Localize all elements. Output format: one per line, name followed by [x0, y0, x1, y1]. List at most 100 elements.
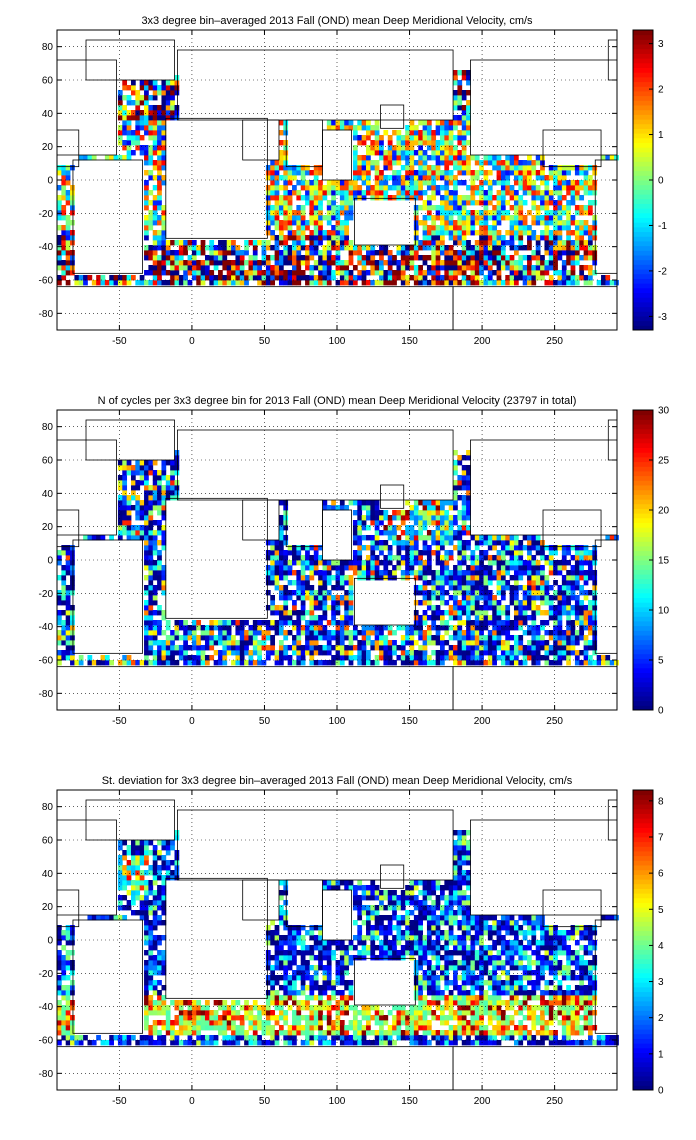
heatmap-cell	[561, 280, 567, 286]
heatmap-cell	[574, 565, 580, 571]
heatmap-cell	[174, 635, 180, 641]
heatmap-cell	[535, 240, 541, 246]
heatmap-cell	[352, 555, 358, 561]
heatmap-cell	[387, 630, 393, 636]
heatmap-cell	[65, 930, 71, 936]
chart-title: 3x3 degree bin–averaged 2013 Fall (OND) …	[141, 15, 533, 27]
heatmap-cell	[352, 630, 358, 636]
heatmap-cell	[300, 630, 306, 636]
heatmap-cell	[574, 245, 580, 251]
heatmap-cell	[579, 545, 585, 551]
heatmap-cell	[152, 80, 158, 86]
heatmap-cell	[479, 250, 484, 256]
heatmap-cell	[509, 585, 515, 591]
heatmap-cell	[500, 585, 506, 591]
heatmap-cell	[435, 255, 441, 261]
heatmap-cell	[483, 155, 489, 161]
heatmap-cell	[144, 160, 149, 166]
heatmap-cell	[379, 545, 384, 551]
heatmap-cell	[170, 85, 175, 91]
heatmap-cell	[165, 260, 171, 266]
heatmap-cell	[513, 220, 519, 226]
heatmap-cell	[157, 1040, 162, 1046]
heatmap-cell	[309, 265, 315, 271]
heatmap-cell	[492, 240, 497, 246]
heatmap-cell	[148, 950, 154, 956]
heatmap-cell	[130, 485, 136, 491]
heatmap-cell	[496, 265, 502, 271]
heatmap-cell	[405, 150, 410, 156]
heatmap-cell	[335, 600, 341, 606]
heatmap-cell	[261, 275, 267, 281]
heatmap-cell	[557, 245, 563, 251]
colorbar-swatch	[633, 503, 653, 509]
heatmap-cell	[392, 270, 397, 276]
heatmap-cell	[513, 545, 519, 551]
heatmap-cell	[326, 230, 332, 236]
colorbar-tick-label: 25	[658, 456, 670, 467]
colorbar-swatch	[633, 142, 653, 148]
heatmap-cell	[196, 660, 202, 666]
heatmap-cell	[283, 235, 289, 241]
heatmap-cell	[139, 870, 145, 876]
heatmap-cell	[483, 635, 489, 641]
heatmap-cell	[130, 465, 136, 471]
heatmap-cell	[400, 545, 406, 551]
heatmap-cell	[335, 125, 341, 131]
heatmap-cell	[513, 170, 519, 176]
heatmap-cell	[152, 945, 158, 951]
heatmap-cell	[148, 650, 154, 656]
heatmap-cell	[70, 960, 75, 966]
heatmap-cell	[61, 565, 67, 571]
heatmap-cell	[348, 655, 354, 661]
heatmap-cell	[513, 235, 519, 241]
heatmap-cell	[370, 140, 376, 146]
heatmap-cell	[583, 655, 589, 661]
heatmap-cell	[126, 505, 132, 511]
heatmap-cell	[448, 265, 454, 271]
heatmap-cell	[448, 230, 454, 236]
heatmap-cell	[70, 635, 75, 641]
heatmap-cell	[479, 255, 484, 261]
heatmap-cell	[592, 575, 598, 581]
heatmap-cell	[444, 590, 450, 596]
heatmap-cell	[126, 150, 132, 156]
heatmap-cell	[339, 565, 345, 571]
heatmap-cell	[561, 240, 567, 246]
heatmap-cell	[483, 625, 489, 631]
heatmap-cell	[505, 585, 511, 591]
heatmap-cell	[313, 275, 319, 281]
heatmap-cell	[392, 650, 397, 656]
heatmap-cell	[570, 215, 576, 221]
heatmap-cell	[126, 100, 132, 106]
heatmap-cell	[126, 120, 132, 126]
heatmap-cell	[557, 650, 563, 656]
heatmap-cell	[444, 280, 450, 286]
heatmap-cell	[557, 190, 563, 196]
x-tick-label: -50	[112, 716, 127, 727]
heatmap-cell	[400, 195, 406, 201]
heatmap-cell	[574, 225, 580, 231]
heatmap-cell	[440, 635, 445, 641]
heatmap-cell	[487, 190, 493, 196]
heatmap-cell	[61, 170, 67, 176]
heatmap-cell	[422, 545, 428, 551]
heatmap-cell	[566, 280, 571, 286]
heatmap-cell	[96, 915, 101, 921]
heatmap-cell	[300, 585, 306, 591]
colorbar-swatch	[633, 494, 653, 500]
heatmap-cell	[496, 175, 502, 181]
heatmap-cell	[270, 270, 276, 276]
heatmap-cell	[209, 250, 215, 256]
heatmap-cell	[474, 230, 480, 236]
heatmap-cell	[422, 630, 428, 636]
heatmap-cell	[457, 260, 463, 266]
colorbar-swatch	[633, 541, 653, 547]
heatmap-cell	[553, 165, 558, 171]
heatmap-cell	[117, 900, 123, 906]
heatmap-cell	[522, 565, 528, 571]
heatmap-cell	[453, 495, 458, 501]
heatmap-cell	[152, 490, 158, 496]
heatmap-cell	[457, 580, 463, 586]
heatmap-cell	[331, 615, 336, 621]
